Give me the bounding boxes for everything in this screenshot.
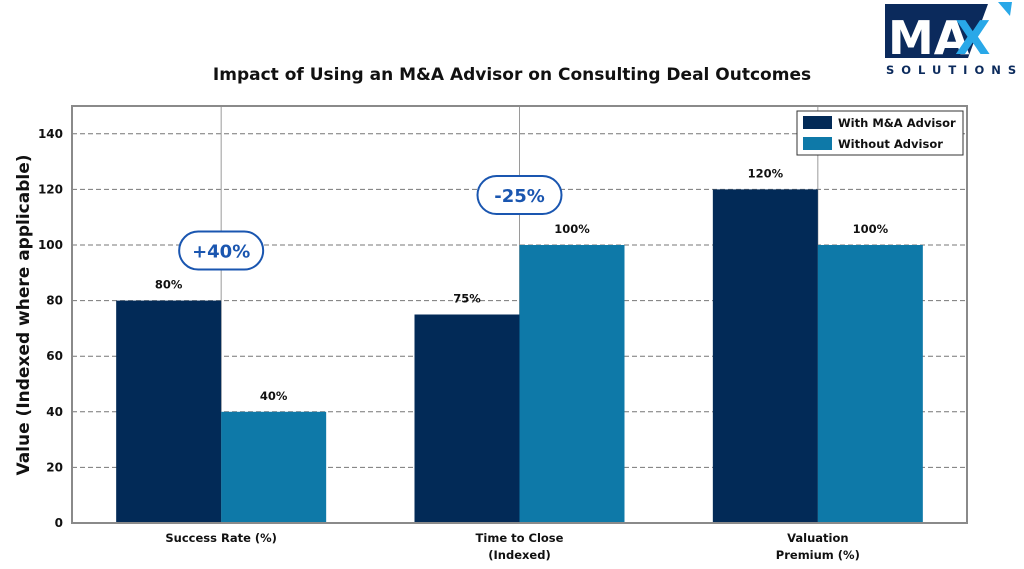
y-ticks: 0 20 40 60 80 100 120 140 xyxy=(38,127,63,530)
arrow-up-icon xyxy=(998,2,1012,16)
legend-swatch-without-advisor xyxy=(803,137,832,150)
chart-title: Impact of Using an M&A Advisor on Consul… xyxy=(213,65,811,85)
annotations: +40% -25% xyxy=(178,174,563,271)
logo-background xyxy=(885,4,988,58)
logo: MA X SOLUTIONS xyxy=(885,2,1023,77)
category-label: Success Rate (%) xyxy=(165,531,277,545)
legend-swatch-with-advisor xyxy=(803,116,832,129)
bar-without-advisor xyxy=(817,245,923,523)
category-label: Valuation Premium (%) xyxy=(776,531,860,562)
value-label: 40% xyxy=(260,389,288,403)
annotation-pill xyxy=(476,174,563,215)
value-label: 80% xyxy=(155,278,183,292)
y-axis-label: Value (Indexed where applicable) xyxy=(14,154,34,475)
value-labels: 80% 75% 120% 40% 100% 100% xyxy=(155,166,889,402)
y-tick-label: 120 xyxy=(38,182,63,196)
legend: With M&A Advisor Without Advisor xyxy=(796,110,964,156)
annotation-text: -25% xyxy=(494,186,545,207)
y-tick-label: 80 xyxy=(46,294,63,308)
legend-label-without-advisor: Without Advisor xyxy=(838,137,943,151)
bar-with-advisor xyxy=(414,314,520,523)
logo-main-text: MA xyxy=(888,11,970,65)
plot-frame xyxy=(71,105,968,524)
category-label: Time to Close (Indexed) xyxy=(476,531,564,562)
value-label: 100% xyxy=(853,222,889,236)
bar-with-advisor xyxy=(712,189,818,523)
value-label: 75% xyxy=(453,292,481,306)
annotation-badge: -25% xyxy=(476,174,563,215)
bar-without-advisor xyxy=(519,245,625,523)
bar-without-advisor xyxy=(221,411,327,523)
logo-subtitle: SOLUTIONS xyxy=(886,63,1023,77)
annotation-badge: +40% xyxy=(178,230,265,271)
y-tick-label: 20 xyxy=(46,460,63,474)
annotation-text: +40% xyxy=(192,242,250,263)
y-tick-label: 60 xyxy=(46,349,63,363)
category-labels: Success Rate (%) Time to Close (Indexed) Va… xyxy=(165,531,859,562)
y-tick-label: 140 xyxy=(38,127,63,141)
y-tick-label: 40 xyxy=(46,405,63,419)
y-tick-label: 100 xyxy=(38,238,63,252)
value-label: 100% xyxy=(554,222,590,236)
logo-accent-letter: X xyxy=(955,11,990,65)
y-tick-label: 0 xyxy=(55,516,63,530)
legend-label-with-advisor: With M&A Advisor xyxy=(838,116,956,130)
annotation-pill xyxy=(178,230,265,271)
bar-with-advisor xyxy=(116,300,222,523)
value-label: 120% xyxy=(748,166,784,180)
bars xyxy=(116,189,923,523)
